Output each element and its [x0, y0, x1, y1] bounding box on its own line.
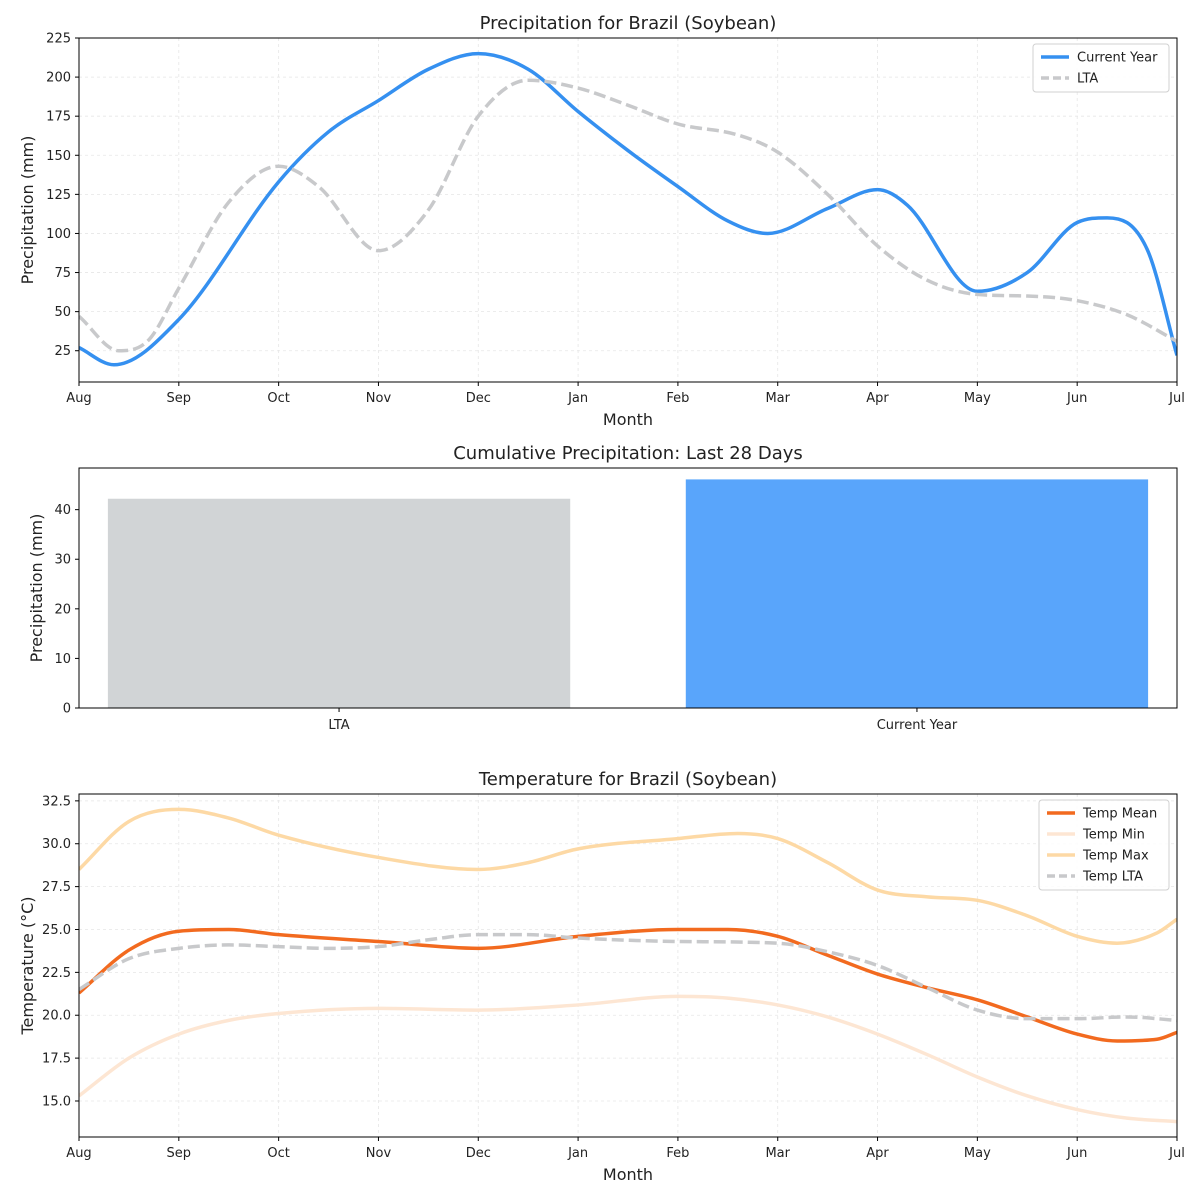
y-tick-label: 10 — [54, 652, 71, 667]
x-axis-label: Month — [603, 410, 653, 429]
bar-current-year — [685, 479, 1149, 708]
series-line-temp-max — [79, 807, 1177, 945]
legend-label: LTA — [1077, 72, 1098, 87]
y-tick-label: 225 — [46, 32, 71, 47]
y-tick-label: 27.5 — [42, 880, 71, 895]
y-axis-label: Precipitation (mm) — [18, 136, 37, 285]
y-tick-label: 15.0 — [42, 1094, 71, 1109]
legend-label: Temp Mean — [1082, 807, 1157, 822]
series-line-temp-min — [79, 994, 1177, 1124]
y-axis-label: Precipitation (mm) — [27, 514, 46, 663]
x-tick-label: Jul — [1168, 391, 1185, 406]
y-tick-label: 20 — [54, 602, 71, 617]
y-tick-label: 0 — [63, 702, 71, 717]
x-tick-label: Current Year — [877, 718, 958, 733]
series-line-temp-lta — [79, 932, 1177, 1023]
chart-title: Cumulative Precipitation: Last 28 Days — [453, 443, 803, 464]
x-tick-label: Feb — [666, 1146, 689, 1161]
x-tick-label: Dec — [466, 391, 491, 406]
x-tick-label: Jun — [1066, 1146, 1087, 1161]
y-tick-label: 75 — [54, 266, 71, 281]
x-tick-label: Jul — [1168, 1146, 1185, 1161]
y-tick-label: 30.0 — [42, 837, 71, 852]
series-layer — [79, 51, 1177, 367]
series-line-temp-mean — [79, 927, 1177, 1043]
x-tick-label: Jan — [567, 1146, 588, 1161]
x-tick-label: Nov — [366, 391, 392, 406]
bar-lta — [107, 498, 571, 708]
y-tick-label: 30 — [54, 553, 71, 568]
chart-title: Temperature for Brazil (Soybean) — [478, 769, 777, 790]
x-tick-label: Jun — [1066, 391, 1087, 406]
series-layer — [79, 807, 1177, 1124]
y-tick-label: 175 — [46, 110, 71, 125]
y-tick-label: 150 — [46, 149, 71, 164]
x-tick-label: Sep — [167, 1146, 192, 1161]
series-line-lta — [79, 78, 1177, 353]
y-tick-label: 40 — [54, 503, 71, 518]
y-tick-label: 25.0 — [42, 923, 71, 938]
y-tick-label: 25 — [54, 344, 71, 359]
chart-title: Precipitation for Brazil (Soybean) — [480, 13, 777, 34]
x-tick-label: Mar — [765, 1146, 790, 1161]
plot-frame — [78, 793, 1178, 1138]
x-tick-label: LTA — [328, 718, 349, 733]
y-tick-label: 32.5 — [42, 794, 71, 809]
y-tick-label: 200 — [46, 71, 71, 86]
plot-frame — [78, 37, 1178, 383]
x-tick-label: Jan — [567, 391, 588, 406]
x-tick-label: May — [964, 391, 991, 406]
x-tick-label: Apr — [866, 1146, 889, 1161]
y-tick-label: 100 — [46, 227, 71, 242]
x-tick-label: Apr — [866, 391, 889, 406]
x-tick-label: Sep — [167, 391, 192, 406]
legend-label: Temp LTA — [1082, 870, 1143, 885]
x-tick-label: Oct — [267, 1146, 289, 1161]
series-line-current-year — [79, 51, 1177, 367]
cumulative-precipitation-bar-chart: LTA Current Year 0 10 20 30 40 Cumulative Preci… — [27, 443, 1178, 733]
y-tick-label: 125 — [46, 188, 71, 203]
legend-label: Current Year — [1077, 51, 1158, 66]
x-tick-label: Dec — [466, 1146, 491, 1161]
x-tick-label: Aug — [66, 391, 91, 406]
x-axis-label: Month — [603, 1165, 653, 1184]
x-tick-label: May — [964, 1146, 991, 1161]
legend-label: Temp Max — [1082, 849, 1149, 864]
y-tick-label: 20.0 — [42, 1009, 71, 1024]
temperature-line-chart: Aug Sep Oct Nov Dec Jan Feb Mar Apr May Jun Jul 15.0… — [18, 769, 1185, 1184]
x-tick-label: Nov — [366, 1146, 392, 1161]
x-tick-label: Aug — [66, 1146, 91, 1161]
y-axis-label: Temperature (°C) — [18, 896, 37, 1035]
legend: Current Year LTA — [1032, 43, 1170, 93]
x-tick-label: Feb — [666, 391, 689, 406]
x-tick-label: Mar — [765, 391, 790, 406]
precipitation-line-chart: Aug Sep Oct Nov Dec Jan Feb Mar Apr May Jun Jul 25 50… — [18, 13, 1185, 429]
y-tick-label: 22.5 — [42, 966, 71, 981]
y-tick-label: 17.5 — [42, 1052, 71, 1067]
x-tick-label: Oct — [267, 391, 289, 406]
plot-frame — [78, 467, 1178, 709]
legend-box — [1038, 799, 1170, 891]
y-tick-label: 50 — [54, 305, 71, 320]
legend-label: Temp Min — [1082, 828, 1145, 843]
legend: Temp Mean Temp Min Temp Max Temp LTA — [1038, 799, 1170, 891]
